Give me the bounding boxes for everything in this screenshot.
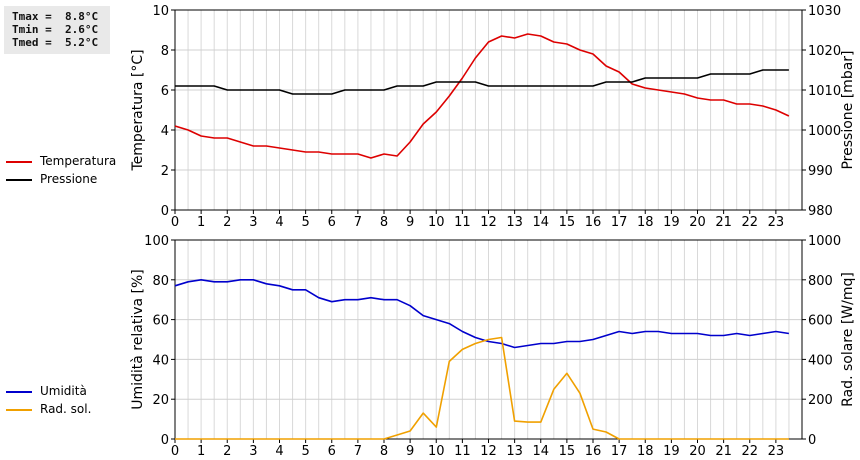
bottom-x-tick-label: 11 [454,444,471,459]
bottom-x-tick-label: 5 [301,444,309,459]
bottom-y-tick-label: 0 [161,433,169,448]
bottom-x-tick-label: 13 [506,444,523,459]
top-x-tick-label: 1 [197,215,205,230]
legend-item-pressione: Pressione [6,172,130,188]
bottom-x-tick-label: 19 [663,444,680,459]
bottom-x-tick-label: 0 [171,444,179,459]
legend-swatch-temperatura [6,161,32,163]
bottom-x-tick-label: 7 [354,444,362,459]
legend-label-rad-sol: Rad. sol. [40,402,92,416]
top-x-tick-label: 2 [223,215,231,230]
top-x-tick-label: 14 [532,215,549,230]
bottom-y2-tick-label: 400 [808,353,833,368]
bottom-x-tick-label: 16 [585,444,602,459]
top-y-tick-label: 2 [161,164,169,179]
bottom-y-tick-label: 100 [144,234,169,249]
series-line-temperatura [174,33,790,159]
top-x-tick-label: 16 [585,215,602,230]
tmin-readout: Tmin = 2.6°C [12,23,99,36]
bottom-y2-tick-label: 800 [808,274,833,289]
top-x-tick-label: 19 [663,215,680,230]
top-y2-axis-title: Pressione [mbar] [840,50,856,169]
bottom-y-tick-label: 40 [152,353,169,368]
top-y2-tick-label: 1030 [808,4,841,19]
top-x-tick-label: 18 [637,215,654,230]
top-y-tick-label: 10 [152,4,169,19]
bottom-y-axis-title: Umidità relativa [%] [130,269,146,410]
top-y-tick-label: 8 [161,44,169,59]
series-line-rad-sol [175,336,789,440]
bottom-x-tick-label: 12 [480,444,497,459]
bottom-y2-tick-label: 1000 [808,234,841,249]
bottom-x-tick-label: 3 [249,444,257,459]
legend-swatch-rad-sol [6,409,32,411]
top-y-tick-label: 4 [161,124,169,139]
series-line-umidit [174,278,790,349]
top-y-axis-title: Temperatura [°C] [130,49,146,171]
bottom-y2-axis-title: Rad. solare [W/mq] [840,272,856,407]
bottom-x-tick-label: 23 [768,444,785,459]
top-x-tick-label: 12 [480,215,497,230]
tmax-readout: Tmax = 8.8°C [12,10,99,23]
legend-item-temperatura: Temperatura [6,154,130,170]
top-y2-tick-label: 990 [808,164,833,179]
top-x-tick-label: 4 [275,215,283,230]
top-x-tick-label: 11 [454,215,471,230]
bottom-x-tick-label: 1 [197,444,205,459]
top-x-tick-label: 20 [689,215,706,230]
stats-box: Tmax = 8.8°C Tmin = 2.6°C Tmed = 5.2°C [4,6,110,54]
legend-item-rad-sol: Rad. sol. [6,402,130,418]
top-x-tick-label: 3 [249,215,257,230]
bottom-x-tick-label: 4 [275,444,283,459]
top-y2-tick-label: 1000 [808,124,841,139]
bottom-y2-tick-label: 600 [808,314,833,329]
bottom-x-tick-label: 20 [689,444,706,459]
bottom-x-tick-label: 14 [532,444,549,459]
bottom-y-tick-label: 60 [152,314,169,329]
bottom-y-tick-label: 20 [152,393,169,408]
top-x-tick-label: 21 [715,215,732,230]
top-y-tick-label: 0 [161,204,169,219]
legend-label-temperatura: Temperatura [40,154,117,168]
bottom-x-tick-label: 17 [611,444,628,459]
bottom-chart: 0 1 2 3 4 5 6 7 8 9 10 11 12 13 14 15 16 17 18 19 20 21 22 2302… [130,234,856,459]
legend-swatch-umidita [6,391,32,393]
bottom-x-tick-label: 15 [559,444,576,459]
series-line-pressione [175,69,789,95]
top-x-tick-label: 8 [380,215,388,230]
bottom-x-tick-label: 8 [380,444,388,459]
bottom-x-tick-label: 18 [637,444,654,459]
top-x-tick-label: 6 [328,215,336,230]
top-x-tick-label: 10 [428,215,445,230]
top-chart: 0 1 2 3 4 5 6 7 8 9 10 11 12 13 14 15 16 17 18 19 20 21 22 2302… [130,4,856,230]
bottom-x-tick-label: 21 [715,444,732,459]
bottom-x-tick-label: 22 [741,444,758,459]
top-x-tick-label: 13 [506,215,523,230]
legend-swatch-pressione [6,179,32,181]
bottom-x-tick-label: 10 [428,444,445,459]
top-x-tick-label: 5 [301,215,309,230]
bottom-y-tick-label: 80 [152,274,169,289]
top-x-tick-label: 23 [768,215,785,230]
tmed-readout: Tmed = 5.2°C [12,36,99,49]
top-y2-tick-label: 1010 [808,84,841,99]
legend-label-umidita: Umidità [40,384,87,398]
top-x-tick-label: 0 [171,215,179,230]
legend-label-pressione: Pressione [40,172,98,186]
top-y-tick-label: 6 [161,84,169,99]
bottom-x-tick-label: 2 [223,444,231,459]
top-x-tick-label: 9 [406,215,414,230]
top-x-tick-label: 7 [354,215,362,230]
top-x-tick-label: 17 [611,215,628,230]
top-x-tick-label: 15 [559,215,576,230]
bottom-y2-tick-label: 200 [808,393,833,408]
top-y2-tick-label: 980 [808,204,833,219]
bottom-y2-tick-label: 0 [808,433,816,448]
legend-item-umidita: Umidità [6,384,130,400]
bottom-x-tick-label: 9 [406,444,414,459]
bottom-x-tick-label: 6 [328,444,336,459]
top-x-tick-label: 22 [741,215,758,230]
top-y2-tick-label: 1020 [808,44,841,59]
